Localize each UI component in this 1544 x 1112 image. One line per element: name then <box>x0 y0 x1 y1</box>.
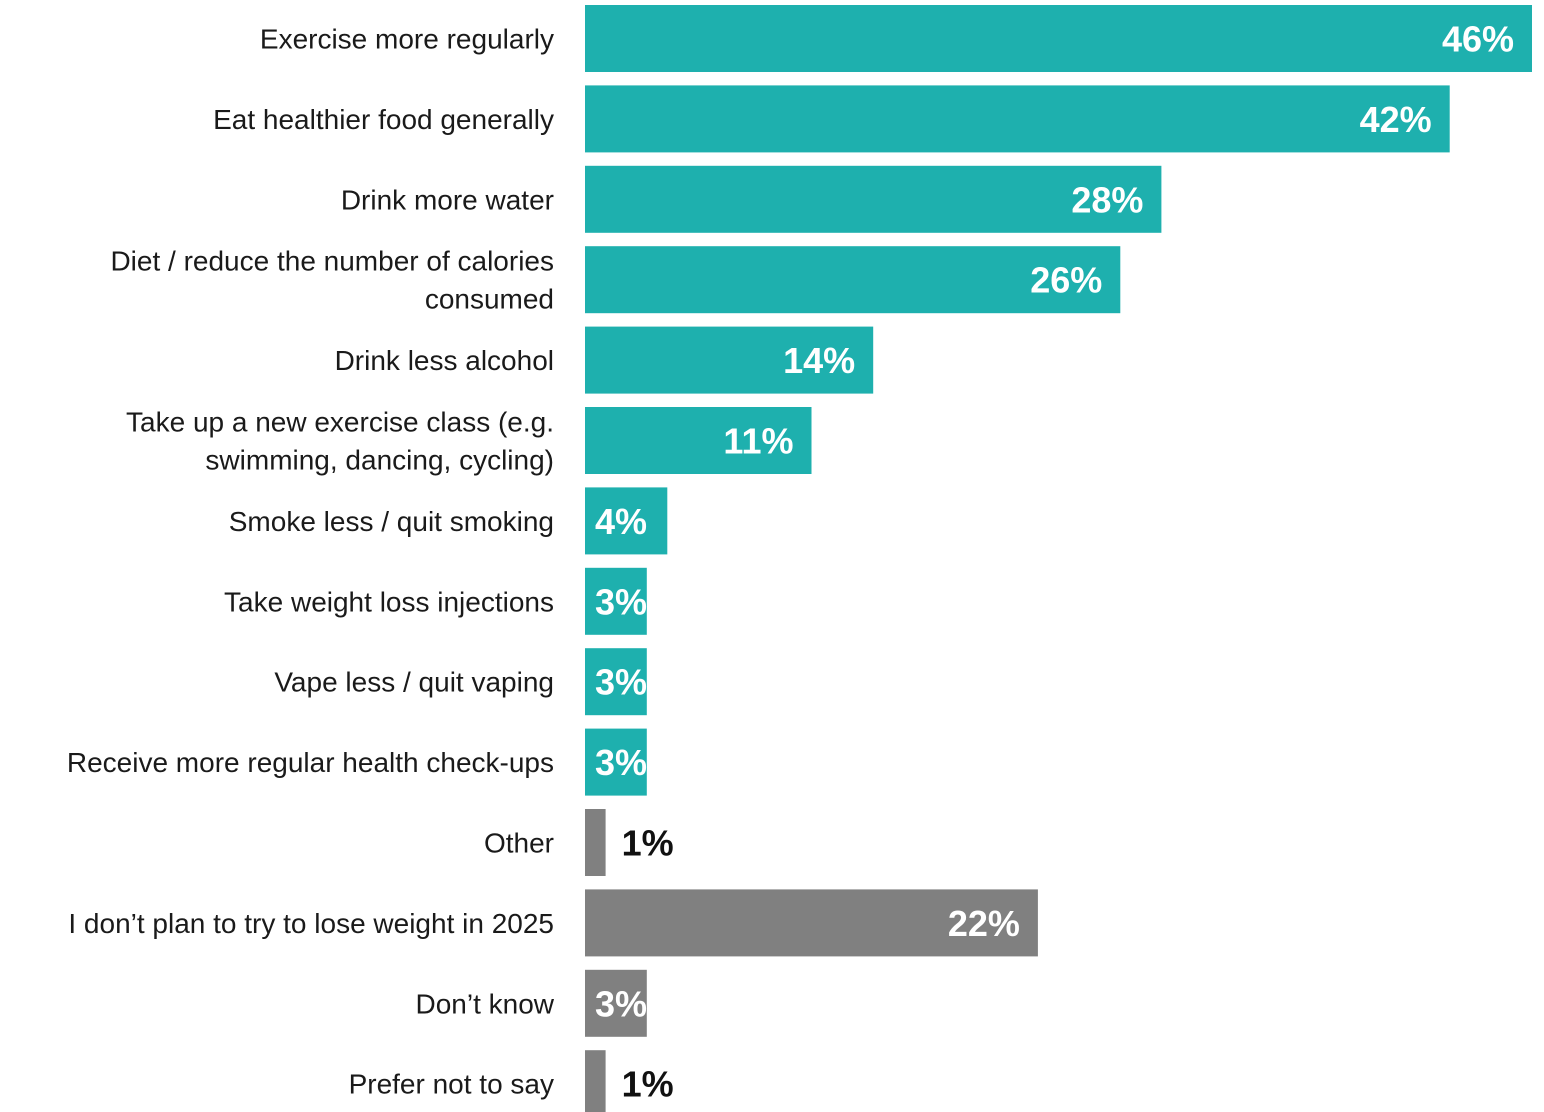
bar-8 <box>585 648 647 716</box>
category-label-5: Take up a new exercise class (e.g. swimmi… <box>126 407 554 476</box>
bar-11 <box>585 889 1038 957</box>
value-label-8: 3% <box>595 662 647 703</box>
category-label-11: I don’t plan to try to lose weight in 20… <box>68 908 554 939</box>
category-label-3: Diet / reduce the number of calories cons… <box>110 246 554 315</box>
value-label-5: 11% <box>723 421 793 462</box>
bar-1 <box>585 85 1450 153</box>
value-label-11: 22% <box>948 903 1020 944</box>
bar-7 <box>585 567 647 635</box>
category-label-7: Take weight loss injections <box>224 586 554 617</box>
category-label-6: Smoke less / quit smoking <box>229 506 554 537</box>
category-label-2: Drink more water <box>341 184 554 215</box>
bar-0 <box>585 5 1532 72</box>
category-label-0: Exercise more regularly <box>260 24 554 55</box>
category-label-1: Eat healthier food generally <box>213 104 554 135</box>
bar-9 <box>585 728 647 796</box>
value-label-12: 3% <box>595 983 647 1024</box>
bar-6 <box>585 487 668 555</box>
value-label-7: 3% <box>595 581 647 622</box>
value-label-4: 14% <box>783 340 855 381</box>
bar-2 <box>585 165 1162 233</box>
value-label-0: 46% <box>1442 19 1514 60</box>
bar-3 <box>585 246 1121 314</box>
value-label-9: 3% <box>595 742 647 783</box>
value-label-3: 26% <box>1030 260 1102 301</box>
bar-5 <box>585 407 812 474</box>
value-label-1: 42% <box>1360 99 1432 140</box>
category-label-4: Drink less alcohol <box>335 345 554 376</box>
category-label-9: Receive more regular health check-ups <box>67 747 554 778</box>
value-label-6: 4% <box>595 501 647 542</box>
category-label-12: Don’t know <box>415 988 554 1019</box>
bar-12 <box>585 969 647 1037</box>
category-label-8: Vape less / quit vaping <box>274 667 554 698</box>
bar-10 <box>585 809 606 876</box>
bar-13 <box>585 1050 606 1112</box>
category-label-10: Other <box>484 828 554 859</box>
value-label-10: 1% <box>622 823 674 864</box>
bar-4 <box>585 326 874 394</box>
value-label-2: 28% <box>1071 179 1143 220</box>
category-label-13: Prefer not to say <box>349 1069 554 1100</box>
value-label-13: 1% <box>622 1064 674 1105</box>
